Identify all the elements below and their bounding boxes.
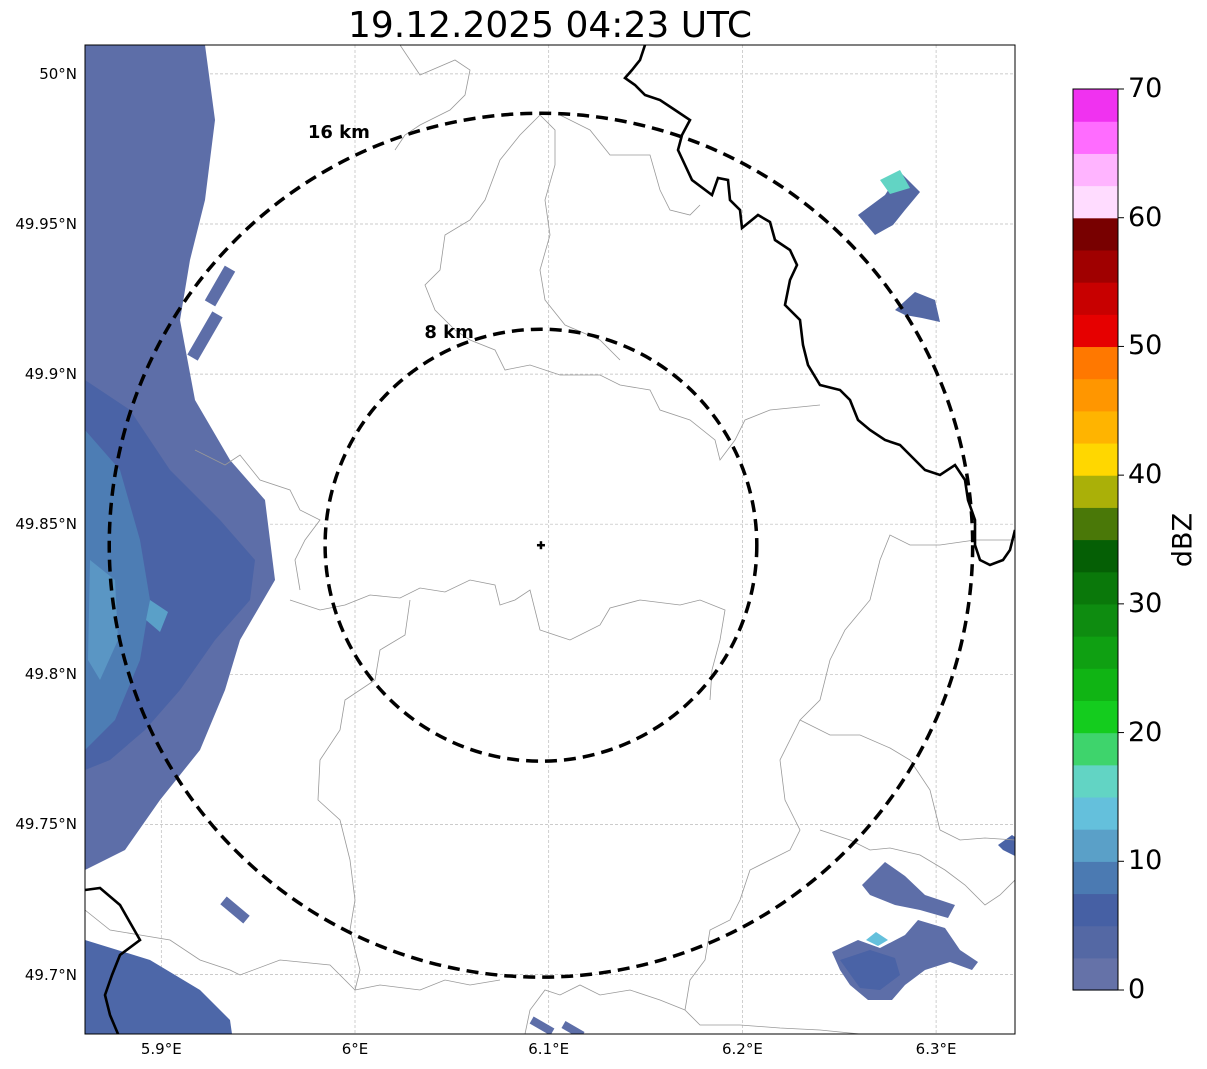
- colorbar-segment: [1073, 603, 1118, 637]
- echo-area: [561, 1021, 585, 1034]
- echo-area: [220, 896, 250, 924]
- admin-boundary: [289, 579, 726, 701]
- national-border: [623, 45, 1015, 567]
- echo-area: [146, 600, 168, 632]
- colorbar-segment: [1073, 861, 1118, 895]
- colorbar-tick-label: 20: [1128, 716, 1163, 748]
- colorbar-segment: [1073, 249, 1118, 283]
- colorbar-segment: [1073, 475, 1118, 508]
- lon-tick-label: 6.3°E: [915, 1040, 957, 1058]
- admin-boundary: [819, 829, 1015, 906]
- colorbar-frame: [1072, 88, 1119, 991]
- lon-tick-label: 6.1°E: [528, 1040, 570, 1058]
- colorbar-tick-label: 40: [1128, 459, 1163, 491]
- colorbar-segment: [1073, 700, 1118, 734]
- echo-cluster-southeast: [529, 835, 1015, 1034]
- lat-tick-label: 49.8°N: [24, 665, 77, 684]
- colorbar-segment: [1073, 893, 1118, 927]
- admin-boundary: [317, 599, 501, 991]
- echo-cluster-northeast: [858, 170, 940, 322]
- range-ring-label: 8 km: [424, 322, 474, 344]
- radar-site-marker: [536, 541, 545, 550]
- colorbar-segment: [1073, 314, 1118, 348]
- colorbar-label: dBZ: [1167, 512, 1199, 568]
- colorbar-tick-label: 50: [1128, 330, 1163, 362]
- map-title: 19.12.2025 04:23 UTC: [347, 5, 753, 46]
- range-ring: [323, 327, 759, 763]
- colorbar-segment: [1073, 378, 1118, 412]
- echo-area: [529, 1016, 555, 1034]
- lat-tick-label: 50°N: [39, 64, 77, 83]
- echo-area: [998, 835, 1015, 856]
- admin-boundary: [799, 719, 941, 831]
- lat-tick-label: 49.95°N: [15, 215, 77, 233]
- colorbar-segment: [1073, 636, 1118, 669]
- colorbar-tick-label: 70: [1128, 73, 1163, 104]
- colorbar: [1072, 88, 1124, 991]
- colorbar-segment: [1073, 121, 1118, 154]
- colorbar-segment: [1073, 89, 1118, 122]
- lat-tick-label: 49.7°N: [24, 965, 77, 984]
- colorbar-segment: [1073, 346, 1118, 380]
- admin-boundary: [684, 534, 1015, 1034]
- echo-area: [85, 940, 232, 1034]
- colorbar-segment: [1073, 764, 1118, 798]
- echo-area: [840, 950, 900, 990]
- colorbar-segment: [1073, 539, 1118, 573]
- admin-boundary: [524, 984, 686, 1034]
- range-ring-label: 16 km: [307, 121, 370, 143]
- lat-tick-label: 49.9°N: [24, 365, 77, 384]
- admin-boundary: [939, 829, 1015, 841]
- colorbar-tick-label: 60: [1128, 201, 1163, 233]
- echo-area: [862, 862, 955, 918]
- colorbar-segment: [1073, 796, 1118, 830]
- national-border: [85, 886, 142, 1034]
- echo-area: [866, 932, 888, 946]
- colorbar-segment: [1073, 668, 1118, 701]
- admin-boundary: [394, 45, 471, 151]
- colorbar-segment: [1073, 442, 1118, 476]
- lat-tick-label: 49.85°N: [15, 515, 77, 534]
- lon-tick-label: 5.9°E: [140, 1040, 182, 1058]
- admin-boundary: [424, 114, 821, 461]
- echo-area: [895, 292, 940, 322]
- colorbar-segment: [1073, 957, 1118, 991]
- colorbar-segment: [1073, 829, 1118, 862]
- echo-area: [880, 170, 910, 194]
- admin-boundary: [85, 909, 356, 991]
- admin-boundary: [194, 449, 321, 591]
- colorbar-tick-label: 10: [1128, 845, 1163, 877]
- colorbar-tick-label: 0: [1128, 974, 1146, 1005]
- colorbar-segment: [1073, 410, 1118, 444]
- reflectivity-echoes: [85, 45, 1015, 1034]
- colorbar-tick-label: 30: [1128, 587, 1163, 619]
- colorbar-segment: [1073, 217, 1118, 251]
- map-frame: [84, 44, 1016, 1035]
- colorbar-segment: [1073, 571, 1118, 605]
- boundaries: [85, 45, 1015, 1034]
- colorbar-segment: [1073, 282, 1118, 315]
- admin-boundary: [539, 114, 621, 361]
- lat-tick-label: 49.75°N: [15, 815, 77, 834]
- colorbar-segment: [1073, 185, 1118, 219]
- colorbar-segment: [1073, 153, 1118, 187]
- echo-area: [187, 311, 223, 361]
- admin-boundary: [559, 114, 701, 216]
- colorbar-segment: [1073, 925, 1118, 959]
- lon-tick-label: 6.2°E: [721, 1040, 763, 1058]
- range-ring: [107, 111, 975, 979]
- colorbar-segment: [1073, 732, 1118, 766]
- colorbar-segment: [1073, 507, 1118, 541]
- echo-area: [204, 265, 236, 307]
- lon-tick-label: 6°E: [341, 1040, 369, 1058]
- range-rings: [107, 111, 975, 979]
